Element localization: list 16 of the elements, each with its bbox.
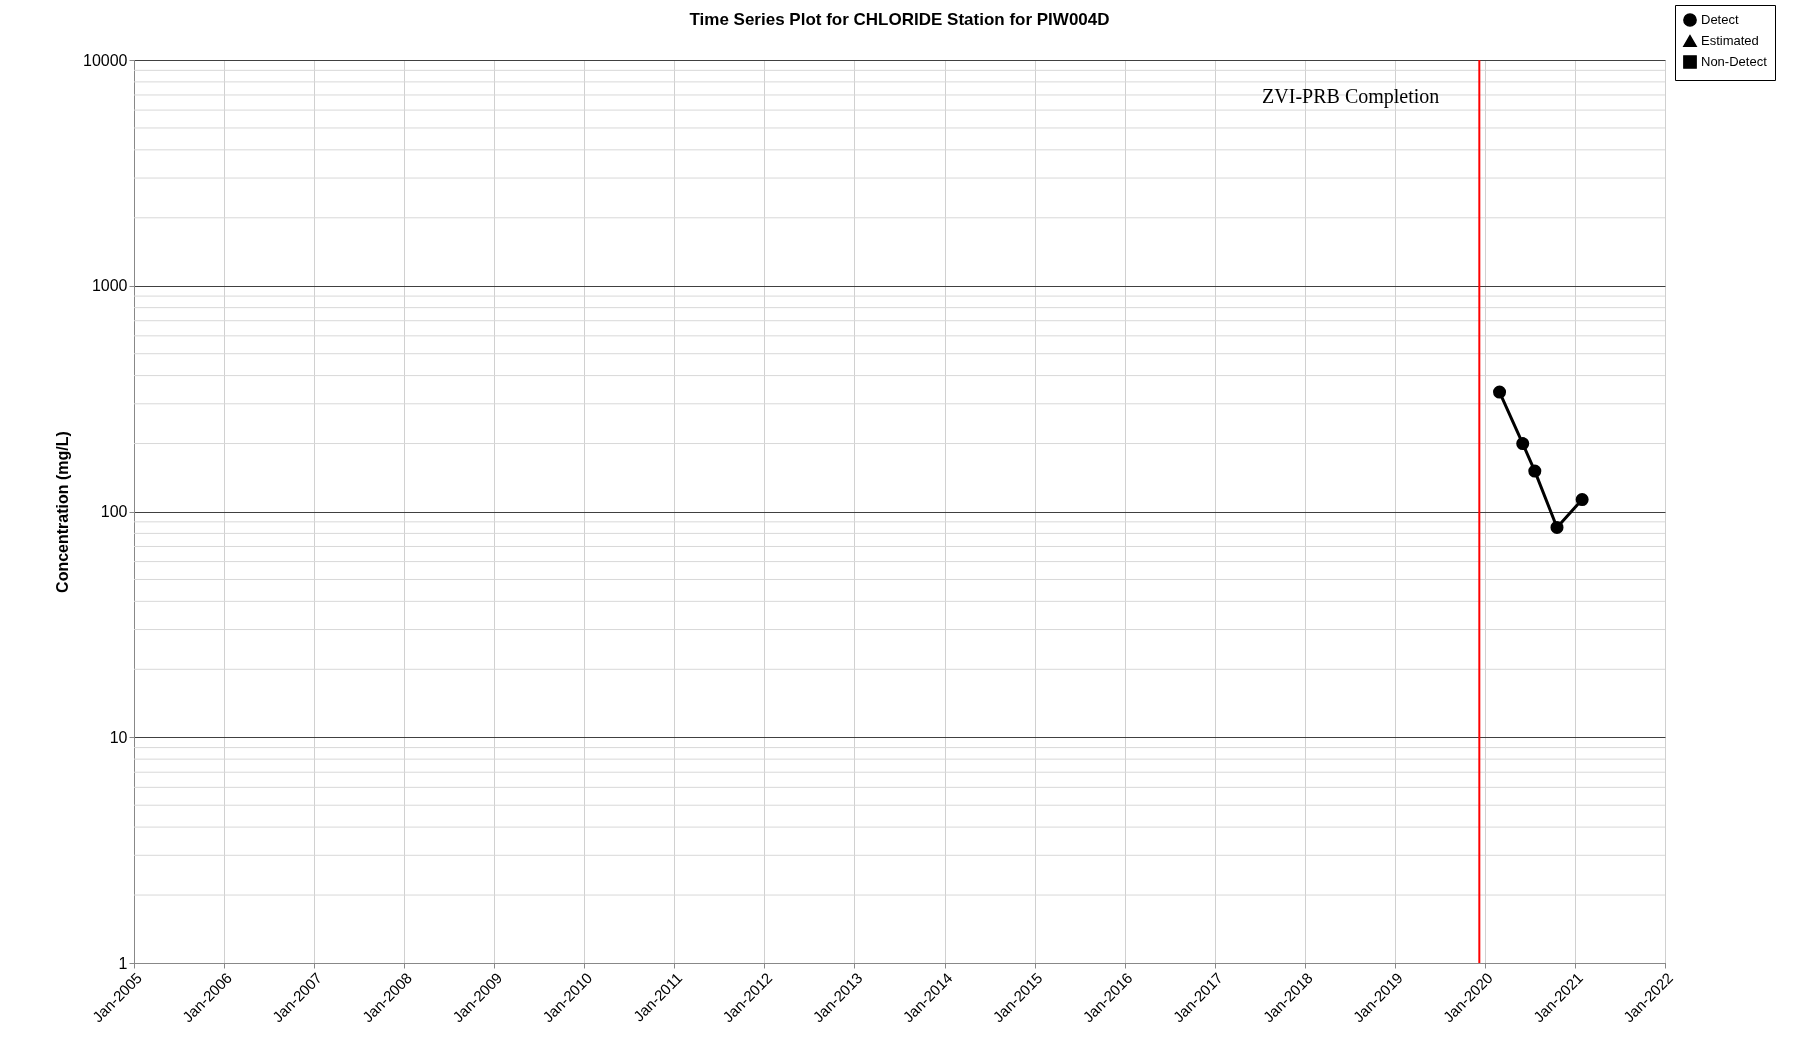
- y-tick-label: 10000: [83, 51, 128, 69]
- point: [1528, 464, 1542, 478]
- ref-line-label: ZVI-PRB Completion: [1262, 85, 1440, 108]
- point: [1493, 385, 1507, 399]
- point: [1550, 520, 1564, 534]
- point: [1516, 437, 1530, 451]
- y-tick-label: 1: [118, 954, 128, 972]
- y-tick-label: 100: [100, 503, 128, 520]
- legend-label: Detect: [1701, 12, 1739, 27]
- y-tick-label: 10: [109, 728, 128, 746]
- point: [1575, 493, 1589, 507]
- y-axis-title: Concentration (mg/L): [54, 431, 72, 593]
- legend-label: Estimated: [1701, 33, 1759, 48]
- legend-label: Non-Detect: [1701, 54, 1768, 69]
- y-tick-label: 1000: [91, 277, 128, 295]
- chart-title: Time Series Plot for CHLORIDE Station for PIW004D: [689, 10, 1110, 29]
